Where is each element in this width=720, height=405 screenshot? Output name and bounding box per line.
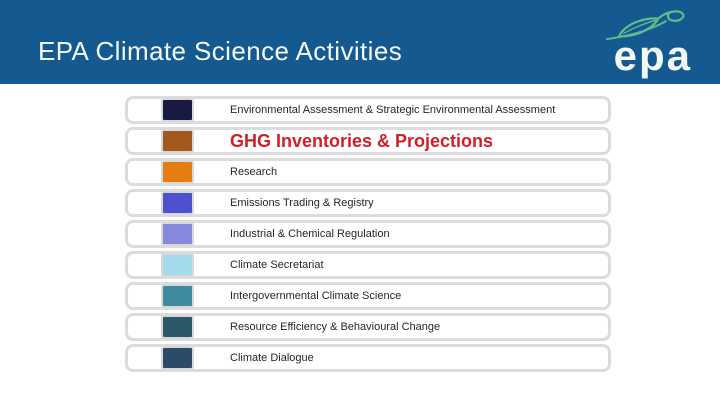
color-swatch: [161, 191, 194, 215]
page-title: EPA Climate Science Activities: [38, 36, 403, 66]
leaf-swoosh-icon: [605, 10, 685, 40]
list-item-label: GHG Inventories & Projections: [230, 130, 494, 151]
list-item-ghg-inventories: GHG Inventories & Projections: [125, 127, 611, 155]
list-item-label: Environmental Assessment & Strategic Env…: [230, 104, 556, 116]
list-item-research: Research: [125, 158, 611, 186]
color-swatch: [161, 284, 194, 308]
list-item-emissions-trading: Emissions Trading & Registry: [125, 189, 611, 217]
list-item-label: Climate Dialogue: [230, 352, 314, 364]
color-swatch: [161, 160, 194, 184]
list-item-label: Research: [230, 166, 278, 178]
activities-list: Environmental Assessment & Strategic Env…: [125, 96, 611, 375]
list-item-label: Resource Efficiency & Behavioural Change: [230, 321, 441, 333]
color-swatch: [161, 315, 194, 339]
color-swatch: [161, 346, 194, 370]
epa-logo-text: epa: [613, 32, 692, 79]
color-swatch: [161, 253, 194, 277]
list-item-climate-dialogue: Climate Dialogue: [125, 344, 611, 372]
list-item-environmental-assessment: Environmental Assessment & Strategic Env…: [125, 96, 611, 124]
list-item-industrial-chemical: Industrial & Chemical Regulation: [125, 220, 611, 248]
color-swatch: [161, 129, 194, 153]
color-swatch: [161, 222, 194, 246]
list-item-intergovernmental-science: Intergovernmental Climate Science: [125, 282, 611, 310]
color-swatch: [161, 98, 194, 122]
list-item-label: Emissions Trading & Registry: [230, 197, 374, 209]
slide-header: EPA Climate Science Activities epa: [0, 0, 720, 84]
list-item-label: Industrial & Chemical Regulation: [230, 228, 390, 240]
epa-logo: epa: [594, 8, 694, 82]
list-item-label: Climate Secretariat: [230, 259, 324, 271]
list-item-resource-efficiency: Resource Efficiency & Behavioural Change: [125, 313, 611, 341]
list-item-label: Intergovernmental Climate Science: [230, 290, 402, 302]
list-item-climate-secretariat: Climate Secretariat: [125, 251, 611, 279]
